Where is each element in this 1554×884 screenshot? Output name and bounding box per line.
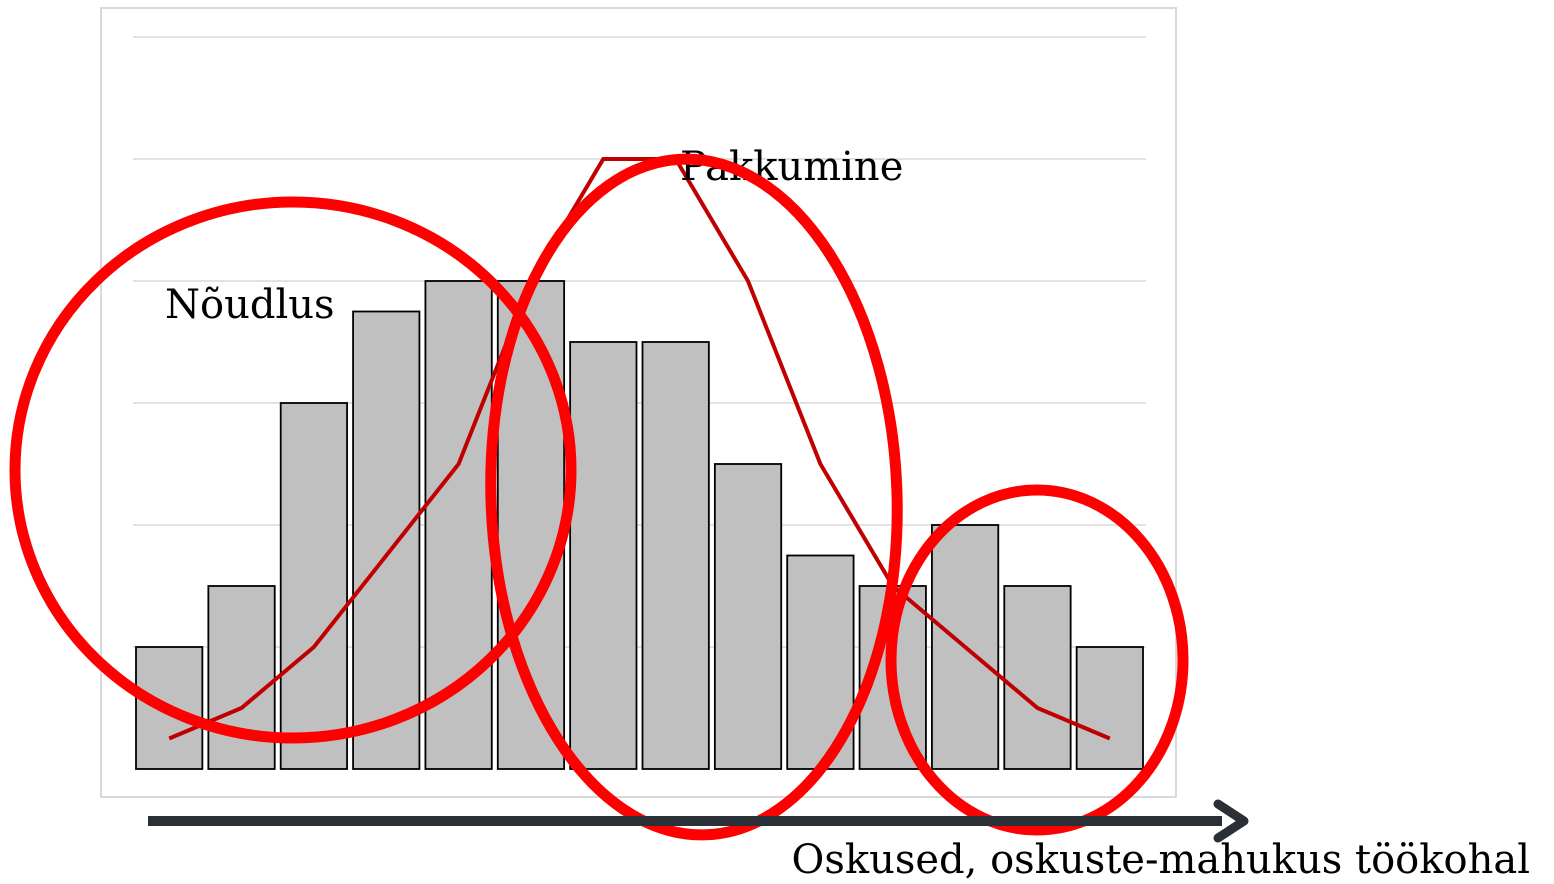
- highlight-ellipse-left: [9, 196, 577, 744]
- x-axis-arrow-head: [1213, 799, 1249, 843]
- demand-bars: [135, 280, 1144, 770]
- highlight-ellipse-right: [885, 484, 1189, 836]
- demand-bar: [641, 341, 710, 770]
- demand-bar: [569, 341, 638, 770]
- demand-bar: [1075, 646, 1144, 770]
- highlight-ellipses: [9, 153, 1189, 841]
- demand-series-label: Nõudlus: [165, 282, 335, 328]
- x-axis-label: Oskused, oskuste-mahukus töökohal: [792, 837, 1530, 883]
- demand-bar: [352, 310, 421, 770]
- x-axis-arrow: [148, 799, 1249, 843]
- demand-bar: [713, 463, 783, 770]
- demand-bar: [279, 402, 348, 770]
- highlight-ellipse-middle: [485, 153, 903, 841]
- supply-line-layer: [168, 157, 1111, 741]
- supply-line: [168, 157, 1111, 741]
- demand-bar: [1003, 585, 1072, 770]
